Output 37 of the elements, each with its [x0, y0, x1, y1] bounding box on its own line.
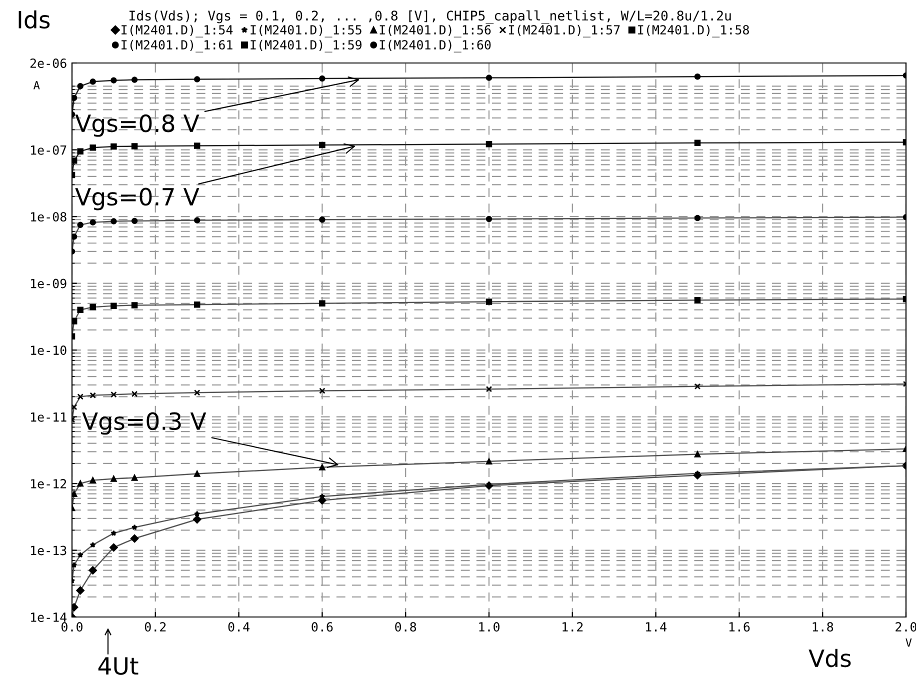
x-tick-label: 0.2 [144, 622, 166, 632]
x-tick-label: 0.8 [395, 622, 416, 632]
legend-label: I(M2401.D)_1:60 [380, 40, 491, 52]
legend-label: I(M2401.D)_1:57 [508, 24, 620, 38]
chart-title: Ids(Vds); Vgs = 0.1, 0.2, ... ,0.8 [V], CHIP5_capall_netlist, W/L=20.8u/1.2u [130, 10, 731, 24]
y-tick-label: 2e-06 [30, 58, 66, 68]
annotation: Vgs=0.3 V [82, 412, 206, 435]
legend-label: I(M2401.D)_1:61 [122, 40, 232, 52]
x-tick-label: 1.0 [479, 622, 500, 632]
y-tick-label: 1e-12 [31, 479, 66, 488]
legend-label: I(M2401.D)_1:55 [250, 24, 362, 38]
x-axis-title: Vds [808, 648, 851, 668]
x-tick-label: 0.0 [62, 622, 82, 632]
y-tick-label: 1e-07 [31, 145, 66, 155]
x-tick-label: 0.4 [228, 622, 250, 632]
text: A [33, 81, 40, 90]
legend-label: I(M2401.D)_1:54 [122, 24, 233, 38]
x-tick-label: 1.4 [646, 622, 666, 632]
legend-label: I(M2401.D)_1:59 [250, 40, 362, 52]
x-tick-label: 2.0 [896, 622, 916, 632]
x-tick-label: 1.2 [562, 622, 583, 632]
text: 4Ut [98, 657, 138, 675]
y-tick-label: 1e-10 [31, 346, 66, 356]
x-tick-label: 1.6 [729, 622, 750, 632]
x-tick-label: 1.8 [812, 622, 834, 632]
legend-label: I(M2401.D)_1:56 [380, 24, 491, 38]
y-tick-label: 1e-11 [31, 412, 66, 422]
y-axis-title: Ids [18, 10, 50, 29]
y-tick-label: 1e-13 [31, 546, 66, 556]
y-tick-label: 1e-14 [31, 612, 67, 622]
y-tick-label: 1e-08 [31, 212, 66, 222]
y-tick-label: 1e-09 [31, 278, 66, 288]
legend-label: I(M2401.D)_1:58 [638, 24, 749, 38]
annotation: Vgs=0.7 V [75, 188, 200, 210]
text: V [906, 638, 912, 647]
x-tick-label: 0.6 [312, 622, 333, 632]
annotation: Vgs=0.8 V [75, 114, 200, 137]
